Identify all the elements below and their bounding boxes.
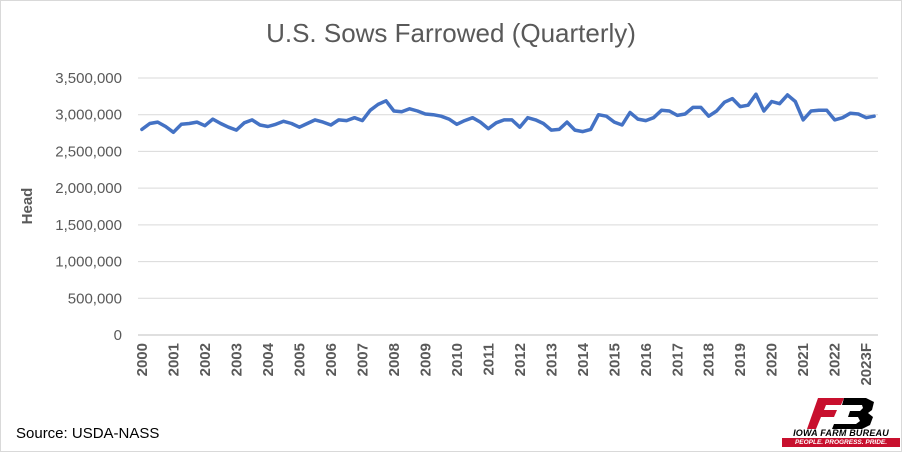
x-tick-label: 2018 <box>701 343 718 376</box>
x-tick-label: 2020 <box>764 343 781 376</box>
y-axis-title: Head <box>19 188 36 225</box>
series-line <box>140 92 876 135</box>
y-tick-label: 2,000,000 <box>55 180 122 197</box>
y-tick-label: 1,500,000 <box>55 217 122 234</box>
x-tick-label: 2001 <box>165 343 182 376</box>
x-tick-label: 2002 <box>197 343 214 376</box>
x-tick-label: 2014 <box>575 342 592 376</box>
iowa-farm-bureau-logo: IOWA FARM BUREAU PEOPLE. PROGRESS. PRIDE… <box>782 396 900 448</box>
x-tick-label: 2015 <box>606 343 623 376</box>
fb-logo-icon <box>807 398 874 429</box>
y-tick-label: 3,500,000 <box>55 70 122 87</box>
x-tick-label: 2005 <box>291 343 308 376</box>
y-tick-label: 0 <box>114 327 122 344</box>
x-tick-label: 2011 <box>480 343 497 376</box>
x-tick-label: 2007 <box>354 343 371 376</box>
x-tick-label: 2016 <box>638 343 655 376</box>
x-tick-label: 2006 <box>323 343 340 376</box>
y-tick-label: 1,000,000 <box>55 254 122 271</box>
x-tick-label: 2012 <box>512 343 529 376</box>
x-tick-label: 2013 <box>543 343 560 376</box>
x-tick-label: 2003 <box>228 343 245 376</box>
x-tick-label: 2009 <box>417 343 434 376</box>
logo-brand-text: IOWA FARM BUREAU <box>793 428 889 438</box>
x-tick-label: 2004 <box>260 342 277 376</box>
logo-tagline: PEOPLE. PROGRESS. PRIDE. <box>782 438 900 447</box>
x-tick-label: 2019 <box>732 343 749 376</box>
x-tick-label: 2000 <box>134 343 151 376</box>
y-tick-label: 2,500,000 <box>55 143 122 160</box>
x-tick-label: 2017 <box>669 343 686 376</box>
x-tick-label: 2021 <box>795 343 812 376</box>
y-tick-label: 3,000,000 <box>55 107 122 124</box>
x-tick-label: 2008 <box>386 343 403 376</box>
x-tick-label: 2022 <box>827 343 844 376</box>
x-tick-label: 2023F <box>858 343 875 386</box>
source-note: Source: USDA-NASS <box>16 425 160 442</box>
x-tick-label: 2010 <box>449 343 466 376</box>
chart-title: U.S. Sows Farrowed (Quarterly) <box>266 18 636 48</box>
y-tick-label: 500,000 <box>68 290 122 307</box>
